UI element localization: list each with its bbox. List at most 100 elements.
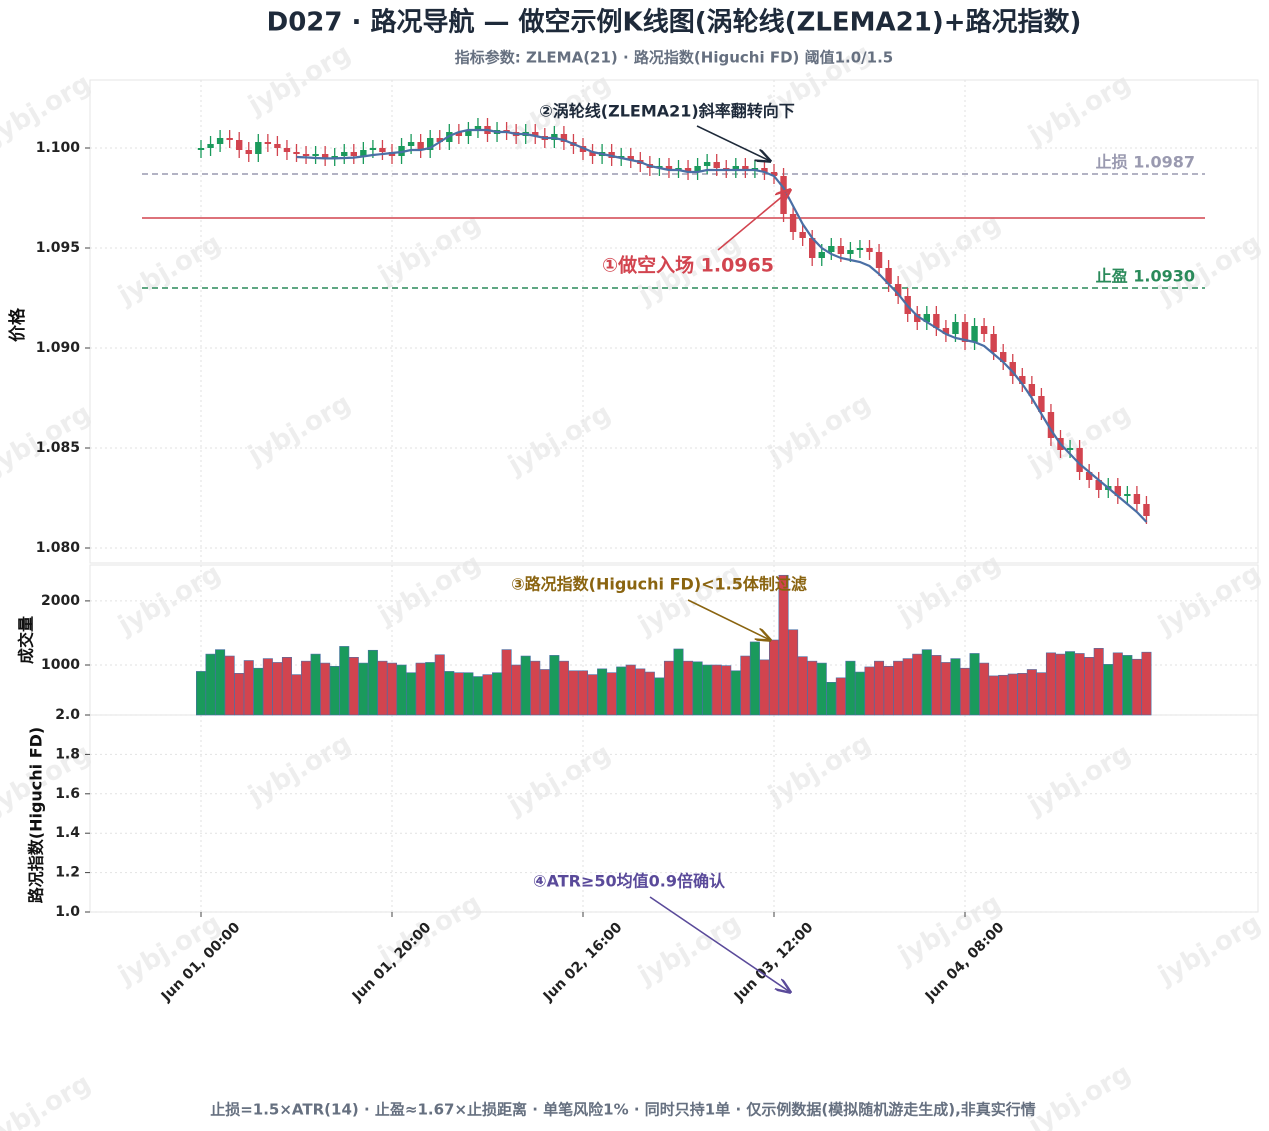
volume-bar bbox=[683, 660, 694, 716]
y-tick-label: 1.080 bbox=[36, 540, 81, 556]
annotation-arrow bbox=[717, 190, 790, 251]
volume-bar bbox=[1122, 655, 1133, 716]
volume-bar bbox=[597, 668, 608, 716]
y-tick-label: 2000 bbox=[41, 593, 80, 609]
y-tick-label: 1000 bbox=[41, 657, 80, 673]
volume-bar bbox=[339, 646, 350, 716]
volume-bar bbox=[835, 677, 846, 716]
watermark: jybj.org bbox=[373, 548, 486, 631]
annotation: ①做空入场 1.0965 bbox=[602, 254, 774, 277]
candle-body bbox=[417, 142, 424, 150]
candle-body bbox=[427, 138, 434, 150]
volume-bar bbox=[377, 660, 388, 716]
y-tick-label: 1.090 bbox=[36, 340, 81, 356]
volume-bar bbox=[854, 671, 865, 716]
watermark: jybj.org bbox=[1153, 908, 1266, 991]
candle-body bbox=[1009, 362, 1016, 376]
candle-body bbox=[933, 314, 940, 328]
watermark: jybj.org bbox=[243, 388, 356, 471]
volume-bar bbox=[797, 656, 808, 716]
candle-body bbox=[828, 246, 835, 252]
candle-body bbox=[264, 142, 272, 144]
candle-body bbox=[1019, 376, 1026, 384]
candle-body bbox=[302, 154, 310, 156]
volume-bar bbox=[425, 662, 436, 716]
volume-bar bbox=[940, 662, 951, 716]
watermark: jybj.org bbox=[503, 398, 616, 481]
volume-bar bbox=[998, 674, 1009, 716]
volume-bar bbox=[1055, 653, 1066, 716]
candle-body bbox=[1047, 412, 1055, 438]
candle-body bbox=[885, 268, 892, 284]
volume-bar bbox=[692, 661, 703, 716]
volume-bar bbox=[1093, 648, 1104, 716]
y-tick-label: 1.095 bbox=[36, 240, 80, 256]
candle-body bbox=[312, 154, 319, 156]
candle-body bbox=[761, 168, 768, 172]
watermark: jybj.org bbox=[1153, 558, 1266, 641]
volume-bar bbox=[348, 657, 359, 716]
annotation: ④ATR≥50均值0.9倍确认 bbox=[533, 872, 726, 891]
volume-bar bbox=[673, 648, 684, 716]
volume-bar bbox=[310, 653, 321, 716]
volume-bar bbox=[367, 649, 378, 716]
candle-body bbox=[350, 152, 357, 156]
volume-bar bbox=[320, 662, 331, 716]
candle-body bbox=[1038, 396, 1045, 412]
volume-bar bbox=[549, 655, 560, 716]
volume-bar bbox=[826, 682, 837, 716]
volume-bar bbox=[1007, 673, 1018, 716]
candle-body bbox=[293, 152, 300, 154]
candle-body bbox=[341, 152, 348, 156]
volume-bar bbox=[472, 676, 483, 716]
candle-body bbox=[321, 154, 329, 158]
volume-bar bbox=[281, 657, 292, 716]
candle-body bbox=[799, 232, 806, 238]
candle-body bbox=[856, 248, 864, 250]
candle-body bbox=[1085, 472, 1093, 480]
volume-bar bbox=[874, 660, 885, 716]
y-tick-label: 2.0 bbox=[55, 707, 80, 723]
volume-bar bbox=[329, 665, 340, 716]
volume-bar bbox=[396, 664, 407, 716]
volume-bar bbox=[1131, 658, 1142, 716]
candle-body bbox=[436, 138, 443, 142]
volume-bar bbox=[864, 666, 875, 716]
candle-body bbox=[1124, 494, 1131, 496]
candle-body bbox=[255, 142, 262, 154]
candle-body bbox=[770, 172, 778, 176]
chart-title: D027 · 路况导航 — 做空示例K线图(涡轮线(ZLEMA21)+路况指数) bbox=[267, 7, 1082, 38]
volume-bar bbox=[291, 674, 302, 716]
candle-body bbox=[532, 132, 539, 136]
candle-body bbox=[837, 246, 845, 254]
annotation: ③路况指数(Higuchi FD)<1.5体制过滤 bbox=[511, 575, 807, 594]
volume-bar bbox=[740, 655, 751, 716]
volume-bar bbox=[205, 653, 216, 716]
candle-body bbox=[474, 126, 482, 130]
volume-bar bbox=[883, 665, 894, 716]
volume-bar bbox=[749, 641, 760, 716]
candle-body bbox=[1000, 352, 1007, 362]
volume-bar bbox=[492, 672, 503, 716]
candle-body bbox=[990, 334, 997, 352]
volume-axis-title: 成交量 bbox=[17, 616, 36, 664]
y-tick-label: 1.6 bbox=[55, 786, 80, 802]
volume-bar bbox=[788, 629, 799, 716]
volume-bar bbox=[730, 670, 741, 716]
volume-bar bbox=[1112, 652, 1123, 716]
watermark: jybj.org bbox=[0, 738, 96, 821]
candle-body bbox=[942, 328, 950, 334]
volume-bar bbox=[520, 655, 531, 716]
y-tick-label: 1.8 bbox=[55, 746, 80, 762]
volume-bar bbox=[912, 653, 923, 716]
volume-bar bbox=[979, 662, 990, 716]
volume-bar bbox=[1026, 669, 1037, 716]
watermark: jybj.org bbox=[1023, 738, 1136, 821]
candle-body bbox=[923, 314, 930, 322]
x-tick-label: Jun 02, 16:00 bbox=[540, 919, 626, 1005]
candle-body bbox=[1133, 494, 1141, 504]
candle-body bbox=[560, 134, 568, 142]
volume-bar bbox=[587, 674, 598, 716]
annotation-arrow bbox=[687, 599, 770, 640]
candle-body bbox=[684, 168, 692, 172]
